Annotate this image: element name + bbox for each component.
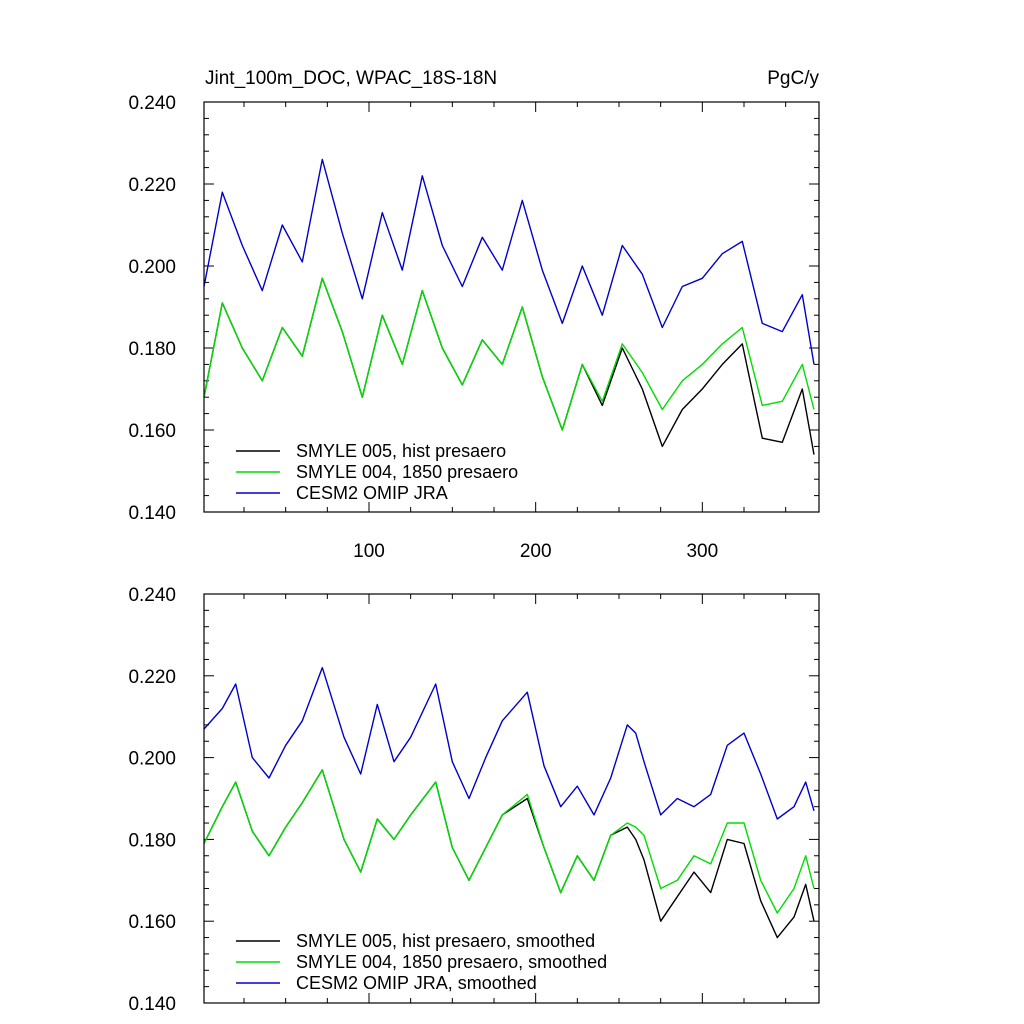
y-tick-label: 0.160 [128,912,176,933]
y-tick-label: 0.240 [128,585,176,606]
series-line [203,666,815,820]
top-x-tick-labels: 100 200 300 [353,541,718,562]
legend-label: SMYLE 005, hist presaero [296,441,506,461]
y-tick-label: 0.160 [128,421,176,442]
y-tick-label: 0.200 [128,749,176,770]
legend-label: SMYLE 004, 1850 presaero [296,462,518,482]
y-tick-label: 0.140 [128,994,176,1015]
legend-label: SMYLE 004, 1850 presaero, smoothed [296,952,607,972]
y-tick-label: 0.220 [128,175,176,196]
series-line [203,158,815,365]
legend-label: CESM2 OMIP JRA, smoothed [296,973,537,993]
top-plot-frame [203,101,820,513]
bottom-y-tick-labels: 0.140 0.160 0.180 0.200 0.220 0.240 [128,585,176,1015]
units-label: PgC/y [767,68,819,89]
legend-label: CESM2 OMIP JRA [296,483,448,503]
y-tick-label: 0.220 [128,667,176,688]
bottom-plot-frame [203,593,820,1004]
bottom-legend: SMYLE 005, hist presaero, smoothedSMYLE … [236,931,607,993]
x-tick-label: 100 [353,541,385,562]
top-series-lines [203,158,815,455]
series-line [203,277,815,431]
y-tick-label: 0.180 [128,339,176,360]
y-tick-label: 0.180 [128,830,176,851]
x-tick-label: 200 [520,541,552,562]
y-tick-label: 0.200 [128,257,176,278]
top-y-tick-labels: 0.140 0.160 0.180 0.200 0.220 0.240 [128,93,176,524]
series-line [203,769,815,914]
bottom-series-lines [203,666,815,939]
bottom-panel: 0.140 0.160 0.180 0.200 0.220 0.240 SMYLE 005… [128,585,820,1015]
y-tick-label: 0.240 [128,93,176,114]
top-panel: Jint_100m_DOC, WPAC_18S-18N PgC/y 0.1400… [128,68,820,562]
x-tick-label: 300 [686,541,718,562]
legend-label: SMYLE 005, hist presaero, smoothed [296,931,595,951]
y-tick-label: 0.140 [128,503,176,524]
chart-title: Jint_100m_DOC, WPAC_18S-18N [205,68,497,89]
